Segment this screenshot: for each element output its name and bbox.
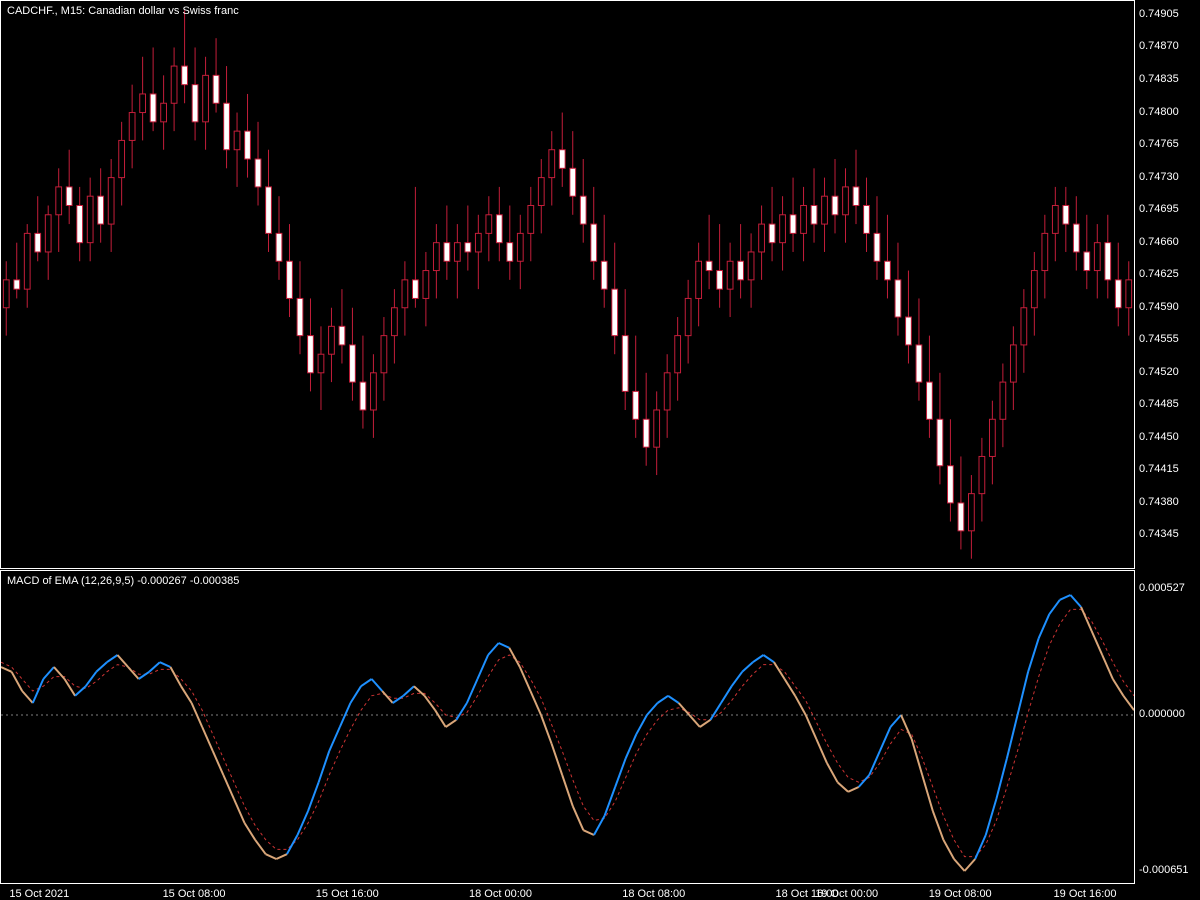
time-tick-label: 19 Oct 00:00	[815, 888, 878, 900]
time-tick-label: 19 Oct 16:00	[1054, 888, 1117, 900]
time-tick-label: 18 Oct 00:00	[469, 888, 532, 900]
price-tick-label: 0.74905	[1139, 8, 1179, 20]
price-y-axis: 0.74905 0.74870 0.74835 0.74800 0.74765 0.747…	[1135, 0, 1200, 569]
price-tick-label: 0.74450	[1139, 431, 1179, 443]
time-tick-label: 15 Oct 08:00	[163, 888, 226, 900]
time-tick-label: 18 Oct 08:00	[622, 888, 685, 900]
price-tick-label: 0.74625	[1139, 268, 1179, 280]
price-tick-label: 0.74380	[1139, 496, 1179, 508]
macd-tick-label: 0.000000	[1139, 708, 1185, 720]
price-tick-label: 0.74485	[1139, 398, 1179, 410]
macd-y-axis: 0.000527 0.000000 -0.000651	[1135, 570, 1200, 884]
chart-title: CADCHF., M15: Canadian dollar vs Swiss f…	[7, 5, 239, 17]
price-tick-label: 0.74590	[1139, 301, 1179, 313]
macd-chart[interactable]	[1, 571, 1134, 883]
time-tick-label: 15 Oct 2021	[9, 888, 69, 900]
time-tick-label: 15 Oct 16:00	[316, 888, 379, 900]
macd-indicator-panel[interactable]: MACD of EMA (12,26,9,5) -0.000267 -0.000…	[0, 570, 1135, 884]
price-tick-label: 0.74555	[1139, 333, 1179, 345]
macd-tick-label: 0.000527	[1139, 582, 1185, 594]
price-tick-label: 0.74520	[1139, 366, 1179, 378]
macd-title: MACD of EMA (12,26,9,5) -0.000267 -0.000…	[7, 575, 239, 587]
price-tick-label: 0.74660	[1139, 236, 1179, 248]
candlestick-chart[interactable]	[1, 1, 1134, 568]
price-tick-label: 0.74415	[1139, 463, 1179, 475]
time-x-axis: 15 Oct 2021 15 Oct 08:00 15 Oct 16:00 18 Oc…	[0, 884, 1135, 900]
price-tick-label: 0.74800	[1139, 106, 1179, 118]
price-tick-label: 0.74730	[1139, 171, 1179, 183]
price-tick-label: 0.74870	[1139, 40, 1179, 52]
price-tick-label: 0.74695	[1139, 203, 1179, 215]
price-chart-panel[interactable]: CADCHF., M15: Canadian dollar vs Swiss f…	[0, 0, 1135, 569]
price-tick-label: 0.74835	[1139, 73, 1179, 85]
time-tick-label: 19 Oct 08:00	[929, 888, 992, 900]
macd-tick-label: -0.000651	[1139, 864, 1189, 876]
price-tick-label: 0.74345	[1139, 528, 1179, 540]
price-tick-label: 0.74765	[1139, 138, 1179, 150]
